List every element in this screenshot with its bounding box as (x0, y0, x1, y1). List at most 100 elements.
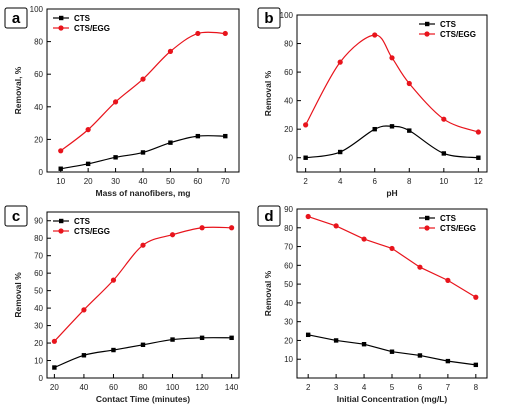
panel-b: b 2 4 6 8 10 12 0 20 40 60 80 100 pH Removal % CTSCTS/E… (257, 7, 488, 198)
data-point (333, 223, 339, 229)
data-point (85, 161, 91, 167)
x-tick-label: 10 (439, 177, 448, 186)
y-tick-label: 70 (284, 243, 293, 252)
data-point (389, 124, 395, 129)
y-tick-label: 10 (34, 357, 43, 366)
y-axis-label: Removal % (13, 272, 23, 318)
series-cts-egg (51, 225, 235, 344)
x-tick-label: 3 (334, 383, 339, 392)
series-cts (58, 133, 228, 171)
legend-marker (58, 25, 64, 31)
x-axis-label: pH (386, 188, 397, 198)
data-point (445, 358, 451, 364)
data-point (305, 213, 311, 220)
data-point (441, 116, 447, 122)
y-tick-label: 60 (284, 68, 293, 77)
plot-frame (296, 14, 488, 173)
data-point (140, 242, 146, 248)
y-tick-label: 90 (284, 205, 293, 214)
panel-label-box (257, 7, 281, 29)
data-point (372, 32, 378, 38)
data-point (407, 128, 412, 133)
y-tick-label: 70 (34, 252, 43, 261)
data-point (81, 353, 87, 358)
data-point (140, 342, 146, 347)
y-tick-label: 20 (284, 125, 293, 134)
legend-marker (59, 15, 64, 21)
x-tick-label: 5 (390, 383, 395, 392)
y-tick-label: 30 (34, 322, 43, 331)
panel-label: c (12, 208, 20, 225)
y-tick-label: 80 (284, 224, 293, 233)
x-tick-label: 6 (418, 383, 423, 392)
panel-label: b (264, 10, 273, 27)
y-tick-label: 50 (34, 287, 43, 296)
x-tick-label: 100 (166, 383, 180, 392)
legend-entry: CTS/EGG (74, 24, 110, 33)
data-point (58, 166, 63, 171)
data-point (85, 127, 91, 133)
data-point (389, 349, 395, 354)
y-tick-label: 0 (39, 374, 44, 383)
legend-entry: CTS (440, 20, 457, 29)
data-point (199, 335, 205, 341)
series-line (305, 34, 479, 133)
data-point (473, 362, 479, 368)
data-point (51, 338, 57, 344)
y-tick-label: 80 (284, 40, 293, 49)
x-tick-label: 10 (56, 177, 65, 186)
panel-label-box (257, 205, 281, 227)
data-point (305, 332, 311, 338)
x-tick-label: 4 (362, 383, 367, 392)
series-cts-egg (58, 30, 228, 154)
series-line (54, 337, 232, 369)
data-point (167, 48, 174, 54)
data-point (52, 365, 57, 370)
data-point (445, 277, 451, 283)
x-tick-label: 120 (195, 383, 209, 392)
data-point (58, 148, 64, 154)
x-tick-label: 2 (303, 177, 308, 186)
legend-marker (58, 228, 64, 234)
data-point (389, 55, 395, 61)
y-tick-label: 100 (280, 11, 294, 20)
x-axis-label: Mass of nanofibers, mg (96, 188, 191, 198)
y-tick-label: 20 (34, 339, 43, 348)
y-tick-label: 50 (284, 280, 293, 289)
data-point (229, 225, 235, 231)
x-tick-label: 20 (84, 177, 93, 186)
x-tick-label: 7 (446, 383, 451, 392)
data-point (81, 307, 87, 313)
x-tick-label: 20 (50, 383, 59, 392)
y-tick-label: 20 (34, 135, 43, 144)
legend-marker (424, 31, 430, 37)
y-tick-label: 60 (284, 261, 293, 270)
legend-marker (59, 218, 64, 224)
data-point (417, 264, 423, 270)
series-line (60, 31, 226, 152)
legend-entry: CTS (440, 214, 457, 223)
y-tick-label: 80 (34, 234, 43, 243)
x-tick-label: 6 (373, 177, 378, 186)
data-point (337, 59, 343, 65)
series-cts-egg (303, 32, 481, 135)
data-point (110, 277, 117, 283)
data-point (333, 338, 339, 343)
plot-frame (46, 211, 240, 379)
x-tick-label: 60 (109, 383, 118, 392)
y-tick-label: 0 (39, 168, 44, 177)
data-point (168, 140, 173, 145)
panel-c: c 20 40 60 80 100 120 140 0 10 20 30 40 50 60 70 80 90 Con… (4, 205, 240, 404)
panel-label: a (12, 10, 21, 27)
x-tick-label: 8 (407, 177, 412, 186)
y-tick-label: 40 (284, 97, 293, 106)
data-point (406, 80, 412, 87)
y-tick-label: 100 (30, 5, 44, 14)
data-point (417, 353, 423, 358)
x-tick-label: 4 (338, 177, 343, 186)
data-point (113, 155, 118, 160)
data-point (389, 245, 395, 252)
x-tick-label: 40 (139, 177, 148, 186)
